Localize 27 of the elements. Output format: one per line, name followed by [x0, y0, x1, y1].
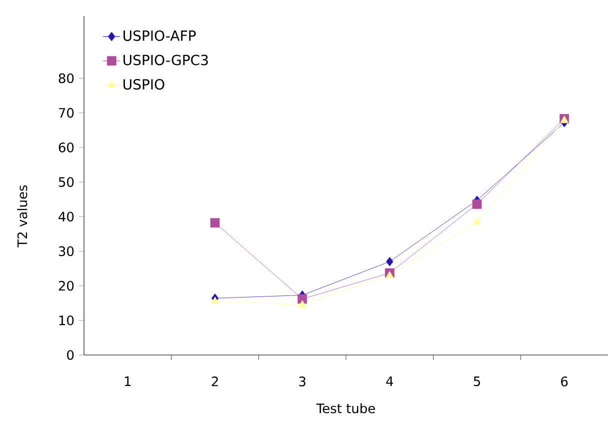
y-tick-label: 50 — [58, 177, 74, 187]
y-axis-title: T2 values — [17, 185, 28, 248]
y-tick-label: 70 — [58, 108, 74, 118]
point — [298, 300, 306, 308]
y-tick-label: 20 — [58, 280, 74, 291]
x-tick-label: 5 — [474, 376, 480, 386]
legend-label: USPIO-AFP — [124, 30, 196, 41]
point — [386, 256, 394, 266]
y-tick-label: 30 — [58, 246, 74, 256]
x-axis-title: Test tube — [316, 403, 375, 414]
x-tick-label: 3 — [299, 376, 306, 386]
point — [210, 296, 220, 304]
y-tick-label: 10 — [59, 315, 74, 326]
point — [472, 199, 482, 209]
point — [386, 271, 394, 278]
legend-label: USPIO-GPC3 — [124, 54, 208, 66]
y-tick-label: 0 — [67, 350, 74, 360]
y-tick-label: 40 — [58, 212, 74, 222]
y-tick-label: 80 — [58, 73, 74, 84]
x-tick-label: 4 — [386, 376, 394, 386]
x-tick-label: 6 — [561, 376, 568, 386]
y-tick-label: 60 — [58, 142, 74, 152]
x-tick-label: 2 — [212, 376, 218, 386]
x-tick-label: 1 — [124, 376, 131, 386]
legend-label: USPIO — [124, 79, 164, 90]
point — [210, 218, 220, 228]
point — [472, 217, 482, 225]
